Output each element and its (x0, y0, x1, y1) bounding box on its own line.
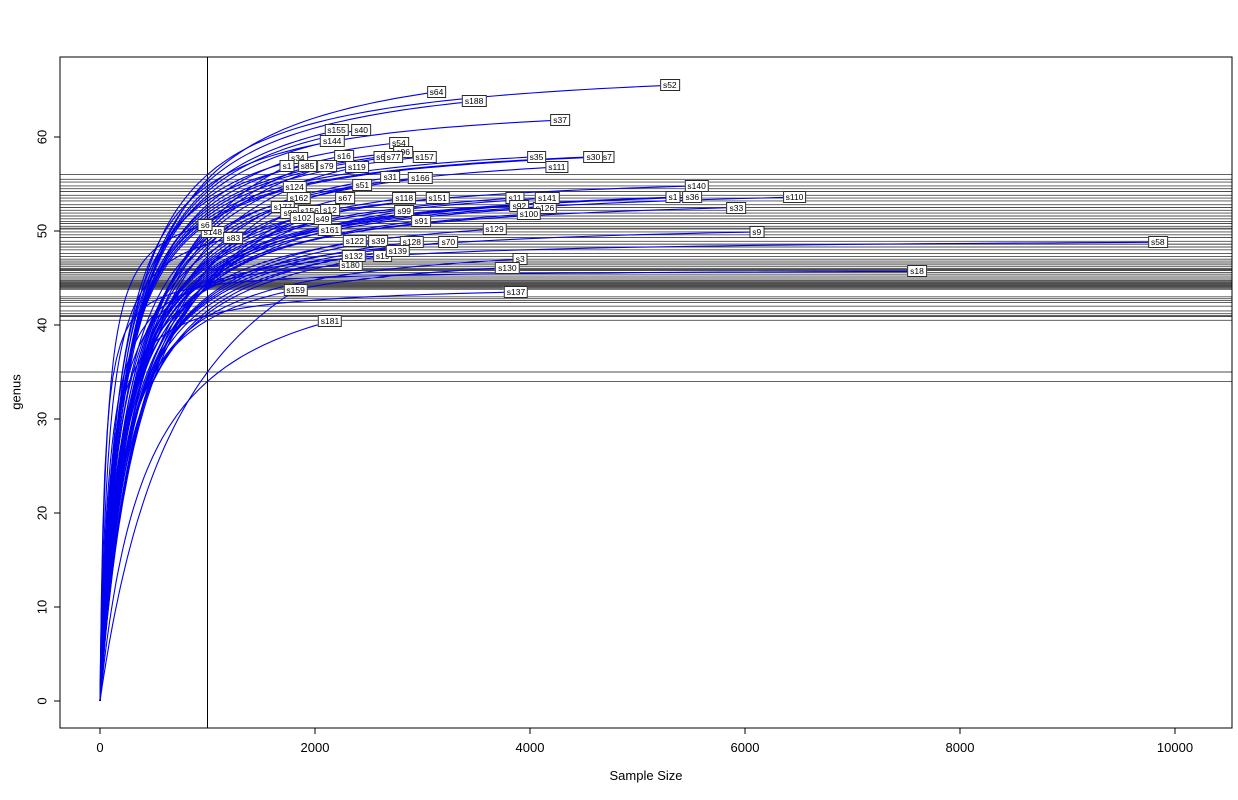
sample-label: s1 (279, 160, 295, 173)
sample-label: s188 (461, 95, 487, 108)
sample-label: s118 (392, 192, 417, 205)
sample-label: s119 (344, 161, 369, 174)
sample-label: s161 (317, 224, 343, 237)
sample-label: s58 (1147, 236, 1168, 249)
sample-label: s181 (317, 315, 343, 328)
y-tick-label: 20 (34, 505, 50, 521)
sample-label: s124 (282, 180, 307, 193)
rarefaction-curve (99, 291, 517, 702)
x-axis-title: Sample Size (609, 768, 683, 783)
sample-label: s139 (385, 244, 411, 257)
sample-label: s64 (426, 85, 447, 98)
rarefaction-curve (99, 213, 529, 702)
x-tick-label: 10000 (1156, 740, 1194, 755)
x-tick-label: 8000 (945, 740, 975, 755)
y-tick-label: 60 (34, 129, 50, 145)
rarefaction-curve (99, 289, 296, 702)
y-axis-title: genus (8, 374, 24, 410)
rarefaction-curve (99, 237, 234, 702)
sample-label: s30 (583, 150, 604, 163)
rarefaction-curve (99, 231, 757, 702)
rarefaction-curve (99, 320, 331, 702)
sample-label: s36 (682, 191, 703, 204)
sample-label: s52 (659, 79, 680, 92)
plot-box (59, 56, 1233, 729)
sample-label: s100 (516, 208, 542, 221)
sample-label: s39 (368, 235, 389, 248)
rarefaction-curve (99, 267, 508, 702)
plot-frame (54, 56, 1233, 734)
sample-label: s18 (907, 265, 927, 278)
sample-label: s110 (782, 191, 807, 204)
sample-label: s140 (684, 179, 709, 192)
sample-label: s102 (289, 211, 315, 224)
rarefaction-curve (99, 258, 521, 702)
sample-label: s130 (495, 261, 520, 274)
y-tick-label: 10 (34, 599, 50, 615)
rarefaction-curve (99, 264, 351, 702)
sample-label: s31 (380, 171, 401, 184)
sample-label: s144 (319, 134, 345, 147)
sample-label: s83 (223, 231, 244, 244)
sample-label: s40 (351, 123, 372, 136)
x-tick-label: 6000 (730, 740, 760, 755)
rarefaction-curve (99, 255, 383, 702)
sample-label: s35 (526, 150, 547, 163)
sample-label: s51 (352, 178, 373, 191)
x-tick-label: 2000 (300, 740, 330, 755)
sample-label: s91 (411, 214, 432, 227)
sample-label: s166 (408, 172, 433, 185)
sample-label: s157 (412, 150, 437, 163)
sample-label: s132 (341, 250, 366, 263)
sample-label: s155 (324, 124, 349, 137)
sample-label: s141 (534, 192, 560, 205)
rarefaction-curve (99, 228, 495, 702)
rarefaction-curve (99, 185, 697, 702)
sample-label: s122 (342, 235, 368, 248)
sample-label: s129 (482, 223, 507, 236)
sample-label: s49 (312, 212, 333, 225)
sample-label: s111 (545, 161, 569, 174)
x-tick-label: 0 (96, 740, 104, 755)
sample-label: s137 (503, 286, 529, 299)
rarefaction-curve (99, 206, 737, 702)
sample-label: s99 (394, 205, 415, 218)
sample-label: s9 (749, 225, 765, 238)
rarefaction-curves (99, 84, 1158, 702)
sample-label: s33 (726, 201, 747, 214)
sample-label: s16 (334, 149, 354, 162)
y-tick-label: 0 (34, 697, 50, 705)
rarefaction-curve (99, 197, 516, 702)
sample-label: s77 (383, 150, 404, 163)
y-tick-label: 50 (34, 223, 50, 239)
rarefaction-curve (99, 218, 323, 702)
sample-label: s151 (425, 192, 450, 205)
sample-label: s6 (197, 219, 213, 232)
sample-label: s37 (550, 114, 570, 127)
sample-label: s67 (335, 192, 355, 205)
y-tick-label: 30 (34, 411, 50, 427)
sample-label: s79 (316, 160, 337, 173)
rarefaction-curve (99, 270, 918, 702)
sample-label: s159 (283, 284, 308, 297)
sample-label: s70 (438, 236, 459, 249)
sample-label: s85 (297, 160, 318, 173)
sample-label: s1 (665, 191, 681, 204)
y-tick-label: 40 (34, 317, 50, 333)
x-tick-label: 4000 (515, 740, 545, 755)
